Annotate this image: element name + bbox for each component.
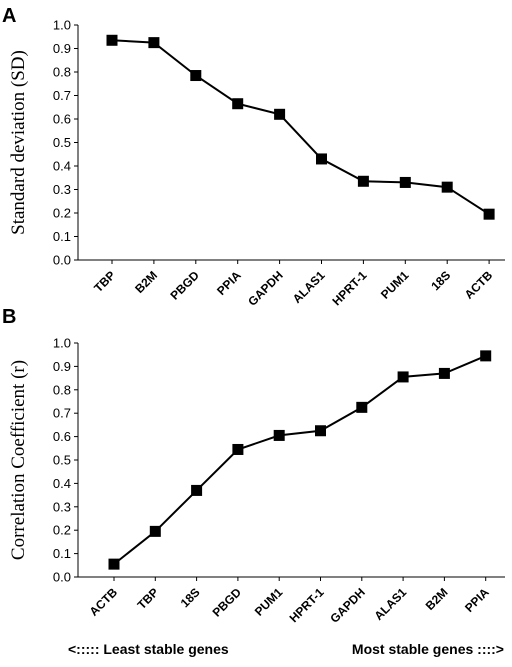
y-tick-label: 0.7 bbox=[53, 88, 71, 103]
x-tick-label: 18S bbox=[428, 268, 453, 293]
series-line bbox=[113, 354, 487, 565]
y-tick-label: 0.4 bbox=[53, 476, 71, 491]
y-tick-label: 0.0 bbox=[53, 570, 71, 585]
y-tick-label: 0.9 bbox=[53, 359, 71, 374]
y-tick-label: 1.0 bbox=[53, 336, 71, 351]
y-tick-label: 0.4 bbox=[53, 159, 71, 174]
data-point-marker bbox=[232, 98, 244, 110]
data-point-marker bbox=[190, 70, 202, 82]
footer-most-stable: Most stable genes ::::> bbox=[351, 641, 504, 657]
x-tick-label: ACTB bbox=[462, 268, 496, 302]
data-point-marker bbox=[438, 367, 450, 379]
x-tick-label: GAPDH bbox=[245, 268, 286, 309]
data-point-marker bbox=[106, 34, 118, 46]
x-tick-label: PPIA bbox=[462, 585, 492, 615]
panel-b-chart: B 0.0 0.1 0.2 0.3 0.4 0.5 0.6 0.7 0.8 0.9 1.0 Correl… bbox=[2, 306, 505, 626]
y-tick-label: 0.6 bbox=[53, 112, 71, 127]
x-tick-label: ACTB bbox=[87, 585, 121, 619]
x-tick-label: ALAS1 bbox=[290, 268, 328, 306]
x-tick-label: TBP bbox=[135, 585, 162, 612]
data-point-marker bbox=[108, 558, 120, 570]
y-tick-label: 0.3 bbox=[53, 182, 71, 197]
data-point-marker bbox=[191, 484, 203, 496]
y-tick-label: 0.0 bbox=[53, 253, 71, 268]
y-tick-label: 0.5 bbox=[53, 453, 71, 468]
y-tick-label: 1.0 bbox=[53, 18, 71, 33]
panel-a-chart: A 0.0 0.1 0.2 0.3 0.4 0.5 0.6 0.7 0.8 0.9 1.0 Standa… bbox=[2, 5, 505, 309]
data-point-marker bbox=[441, 181, 453, 193]
x-tick-label: TBP bbox=[91, 268, 118, 295]
data-point-marker bbox=[273, 429, 285, 441]
x-tick-label: HPRT-1 bbox=[329, 268, 369, 308]
x-tick-label: B2M bbox=[132, 268, 160, 296]
data-point-marker bbox=[315, 425, 326, 437]
x-tick-label: PBGD bbox=[168, 268, 203, 303]
y-axis-title: Standard deviation (SD) bbox=[8, 50, 29, 235]
x-tick-label: PBGD bbox=[210, 585, 245, 620]
panel-label: B bbox=[2, 306, 16, 328]
data-point-marker bbox=[356, 401, 368, 413]
y-axis-title: Correlation Coefficient (r) bbox=[8, 360, 29, 560]
data-point-marker bbox=[480, 350, 492, 362]
data-point-marker bbox=[397, 371, 409, 383]
x-tick-label: ALAS1 bbox=[372, 585, 410, 623]
y-tick-label: 0.2 bbox=[53, 523, 71, 538]
y-tick-label: 0.5 bbox=[53, 135, 71, 150]
x-tick-label: 18S bbox=[178, 585, 203, 610]
x-tick-label: GAPDH bbox=[327, 585, 368, 626]
y-tick-label: 0.3 bbox=[53, 499, 71, 514]
y-tick-label: 0.1 bbox=[53, 546, 71, 561]
data-point-marker bbox=[399, 176, 411, 188]
data-point-marker bbox=[149, 525, 161, 537]
y-tick-label: 0.2 bbox=[53, 206, 71, 221]
y-tick-label: 0.1 bbox=[53, 229, 71, 244]
y-tick-label: 0.6 bbox=[53, 429, 71, 444]
series-line bbox=[111, 39, 490, 216]
data-point-marker bbox=[483, 208, 495, 220]
y-tick-label: 0.8 bbox=[53, 382, 71, 397]
x-tick-label: PUM1 bbox=[378, 268, 412, 302]
panel-label: A bbox=[2, 5, 16, 27]
x-tick-label: PPIA bbox=[214, 268, 244, 298]
x-tick-label: HPRT-1 bbox=[287, 585, 327, 625]
y-tick-label: 0.9 bbox=[53, 41, 71, 56]
data-point-marker bbox=[148, 37, 160, 49]
y-tick-label: 0.7 bbox=[53, 406, 71, 421]
data-point-marker bbox=[316, 153, 327, 165]
x-tick-label: B2M bbox=[423, 585, 451, 613]
data-point-marker bbox=[357, 175, 369, 187]
data-point-marker bbox=[274, 108, 286, 120]
footer-least-stable: <::::: Least stable genes bbox=[68, 641, 229, 657]
x-tick-label: PUM1 bbox=[252, 585, 286, 619]
data-point-marker bbox=[232, 443, 244, 455]
y-tick-label: 0.8 bbox=[53, 65, 71, 80]
